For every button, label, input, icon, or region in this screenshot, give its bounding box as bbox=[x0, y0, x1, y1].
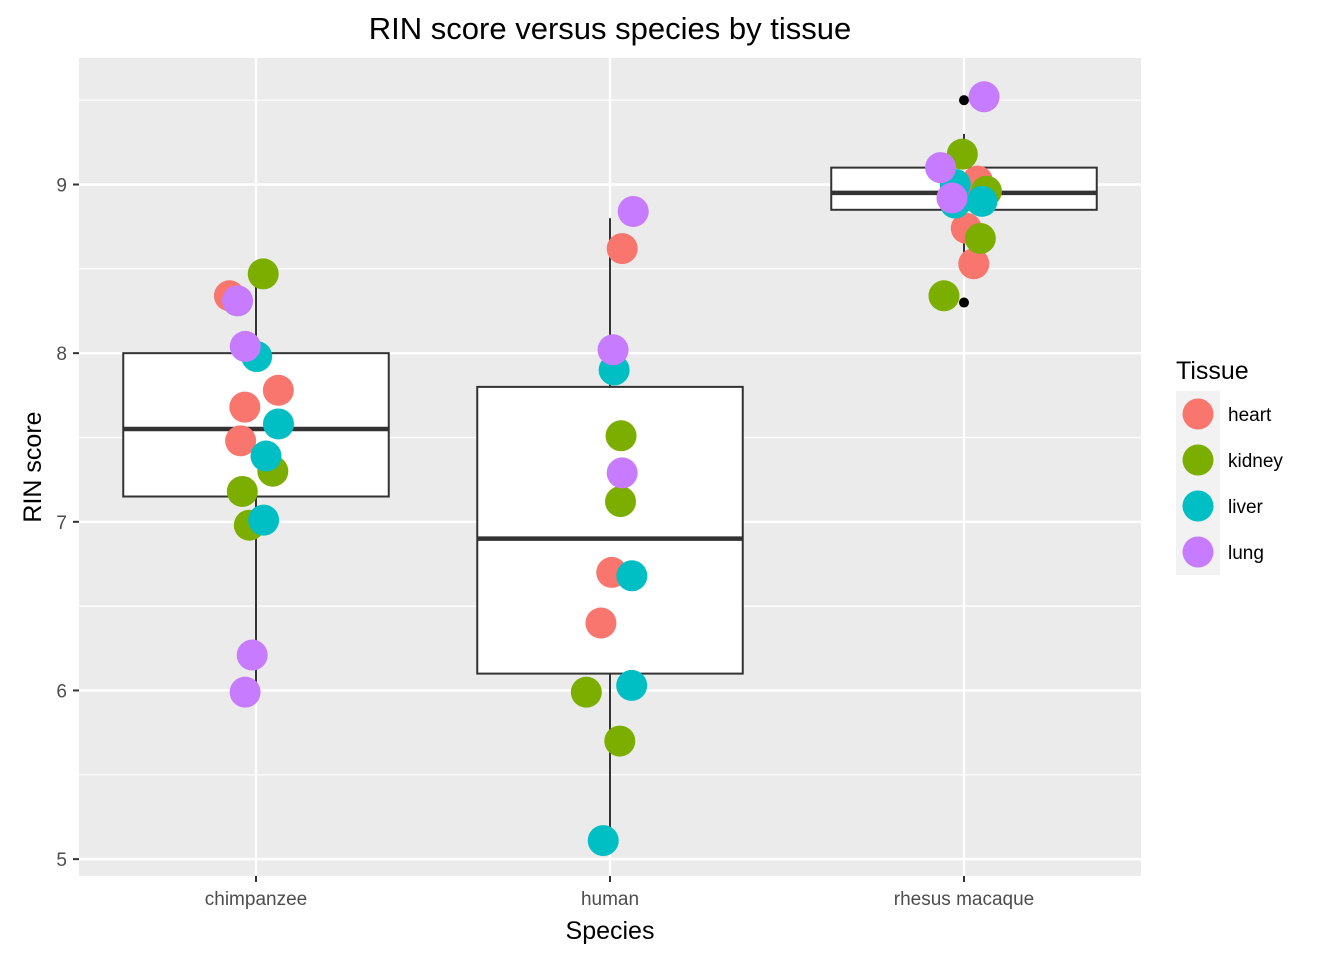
point-heart bbox=[262, 374, 294, 406]
point-kidney bbox=[226, 475, 258, 507]
legend-label-heart: heart bbox=[1228, 405, 1272, 426]
y-axis-title: RIN score bbox=[19, 411, 47, 522]
point-heart bbox=[585, 607, 617, 639]
point-kidney bbox=[247, 258, 279, 290]
point-lung bbox=[617, 195, 649, 227]
y-tick-label: 5 bbox=[56, 850, 67, 871]
x-tick-label: chimpanzee bbox=[205, 889, 307, 910]
point-kidney bbox=[570, 676, 602, 708]
point-heart bbox=[225, 425, 257, 457]
point-lung bbox=[229, 676, 261, 708]
point-liver bbox=[248, 504, 280, 536]
point-heart bbox=[958, 248, 990, 280]
legend-label-kidney: kidney bbox=[1228, 451, 1283, 472]
point-lung bbox=[925, 152, 957, 184]
y-tick-label: 7 bbox=[56, 513, 67, 534]
x-axis-title: Species bbox=[566, 917, 655, 945]
y-tick-label: 6 bbox=[56, 681, 67, 702]
point-lung bbox=[222, 285, 254, 317]
point-heart bbox=[229, 391, 261, 423]
chart-title: RIN score versus species by tissue bbox=[369, 11, 851, 46]
point-kidney bbox=[964, 222, 996, 254]
point-lung bbox=[236, 639, 268, 671]
legend-key-heart bbox=[1182, 398, 1214, 430]
point-liver bbox=[262, 408, 294, 440]
legend-key-liver bbox=[1182, 490, 1214, 522]
point-lung bbox=[936, 182, 968, 214]
point-liver bbox=[616, 560, 648, 592]
y-tick-label: 8 bbox=[56, 344, 67, 365]
point-kidney bbox=[605, 486, 637, 518]
y-tick-label: 9 bbox=[56, 175, 67, 196]
box-outlier bbox=[959, 297, 969, 308]
point-lung bbox=[229, 330, 261, 362]
box-outlier bbox=[959, 95, 969, 106]
point-heart bbox=[606, 233, 638, 265]
point-liver bbox=[616, 669, 648, 701]
point-kidney bbox=[604, 725, 636, 757]
axis-layer: 5 6 7 8 9 chimpanzee human rhesus macaque bbox=[56, 175, 1034, 910]
x-tick-label: human bbox=[581, 889, 639, 910]
point-lung bbox=[597, 334, 629, 366]
point-liver bbox=[250, 440, 282, 472]
legend-label-liver: liver bbox=[1228, 497, 1264, 518]
point-lung bbox=[606, 457, 638, 489]
legend-key-lung bbox=[1182, 536, 1214, 568]
legend-label-lung: lung bbox=[1228, 543, 1264, 564]
point-kidney bbox=[928, 280, 960, 312]
point-kidney bbox=[605, 420, 637, 452]
point-liver bbox=[966, 185, 998, 217]
legend-key-kidney bbox=[1182, 444, 1214, 476]
point-layer bbox=[213, 81, 1002, 857]
legend: Tissue heart kidney liver lung bbox=[1176, 357, 1283, 575]
point-liver bbox=[587, 825, 619, 857]
x-tick-label: rhesus macaque bbox=[894, 889, 1034, 910]
point-lung bbox=[968, 81, 1000, 113]
box-iqr bbox=[122, 352, 390, 498]
legend-title: Tissue bbox=[1176, 357, 1249, 385]
